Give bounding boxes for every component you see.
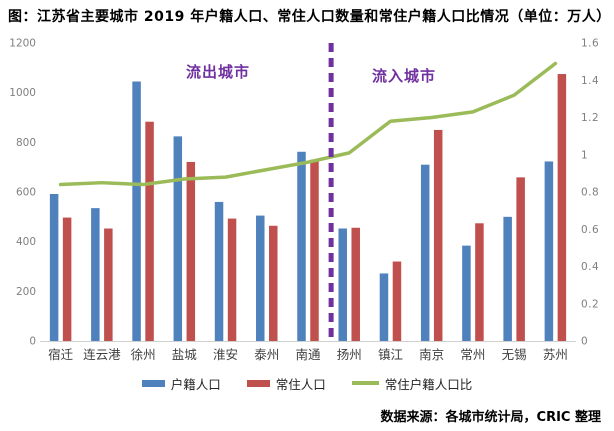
x-axis-label-0: 宿迁	[48, 347, 74, 362]
bar-registered-population-10	[462, 245, 471, 341]
inflow-cities-annotation: 流入城市	[372, 67, 437, 85]
bar-registered-population-7	[338, 228, 347, 341]
bar-resident-population-8	[392, 261, 402, 341]
bar-resident-population-12	[557, 74, 567, 342]
bar-resident-population-2	[145, 121, 154, 341]
right-axis-tick-0.2: 0.2	[581, 298, 599, 310]
bar-registered-population-8	[379, 273, 389, 341]
legend-label-ratio: 常住户籍人口比	[384, 376, 473, 392]
right-axis-tick-1: 1	[581, 149, 588, 161]
bar-registered-population-9	[420, 164, 430, 341]
x-axis-label-7: 扬州	[337, 347, 362, 362]
bar-resident-population-0	[62, 217, 72, 341]
outflow-cities-annotation: 流出城市	[186, 63, 251, 81]
x-axis-label-6: 南通	[295, 347, 321, 362]
x-axis-label-1: 连云港	[83, 347, 121, 362]
left-axis-tick-800: 800	[16, 137, 36, 149]
left-axis-tick-1000: 1000	[9, 87, 36, 99]
bar-resident-population-4	[227, 218, 237, 341]
bar-resident-population-6	[310, 159, 319, 341]
left-axis-tick-600: 600	[16, 187, 36, 199]
right-axis-tick-0: 0	[581, 336, 588, 348]
right-axis-tick-1.6: 1.6	[581, 38, 599, 50]
bar-registered-population-6	[297, 151, 306, 341]
resident-population-swatch-icon	[246, 379, 270, 387]
right-axis-tick-1.4: 1.4	[581, 75, 599, 87]
legend-label-registered-population: 户籍人口	[170, 376, 221, 392]
x-axis-label-5: 泰州	[254, 347, 279, 362]
bar-resident-population-3	[186, 161, 196, 341]
legend-label-resident-population: 常住人口	[275, 376, 326, 392]
left-axis-tick-400: 400	[16, 236, 36, 248]
bar-registered-population-1	[91, 208, 100, 341]
bar-registered-population-12	[544, 161, 554, 341]
legend: 户籍人口 常住人口 常住户籍人口比	[0, 374, 614, 392]
left-axis-tick-0: 0	[29, 336, 36, 348]
x-axis-label-12: 苏州	[543, 347, 568, 362]
bar-resident-population-10	[475, 223, 484, 341]
left-axis-tick-1200: 1200	[9, 38, 36, 50]
bar-registered-population-4	[214, 201, 224, 341]
legend-item-ratio: 常住户籍人口比	[351, 374, 473, 393]
bar-registered-population-3	[173, 136, 183, 341]
right-axis-tick-1.2: 1.2	[581, 112, 599, 124]
right-axis-tick-0.8: 0.8	[581, 187, 599, 199]
x-axis-label-11: 无锡	[502, 347, 527, 362]
data-source-note: 数据来源：各城市统计局，CRIC 整理	[380, 410, 601, 425]
x-axis-label-3: 盐城	[172, 347, 198, 362]
left-axis-tick-200: 200	[16, 286, 36, 298]
ratio-line-swatch-icon	[351, 381, 379, 385]
bar-registered-population-2	[132, 81, 141, 341]
x-axis-label-10: 常州	[460, 347, 485, 362]
x-axis-label-8: 镇江	[378, 347, 403, 362]
ratio-line	[58, 61, 558, 187]
bar-resident-population-7	[351, 227, 360, 341]
right-axis-tick-0.4: 0.4	[581, 261, 599, 273]
bar-resident-population-5	[269, 225, 278, 341]
bar-resident-population-9	[433, 129, 443, 341]
legend-item-registered-population: 户籍人口	[141, 374, 221, 393]
legend-item-resident-population: 常住人口	[246, 374, 326, 393]
bar-resident-population-11	[516, 177, 525, 341]
bar-registered-population-11	[503, 216, 512, 341]
bar-resident-population-1	[104, 228, 113, 341]
bar-registered-population-0	[49, 193, 59, 341]
x-axis-label-2: 徐州	[131, 347, 156, 362]
chart-title: 图：江苏省主要城市 2019 年户籍人口、常住人口数量和常住户籍人口比情况（单位…	[8, 9, 611, 25]
registered-population-swatch-icon	[141, 379, 165, 387]
bar-registered-population-5	[256, 215, 265, 341]
right-axis-tick-0.6: 0.6	[581, 224, 599, 236]
x-axis-label-9: 南京	[419, 347, 444, 362]
x-axis-label-4: 淮安	[213, 347, 238, 362]
